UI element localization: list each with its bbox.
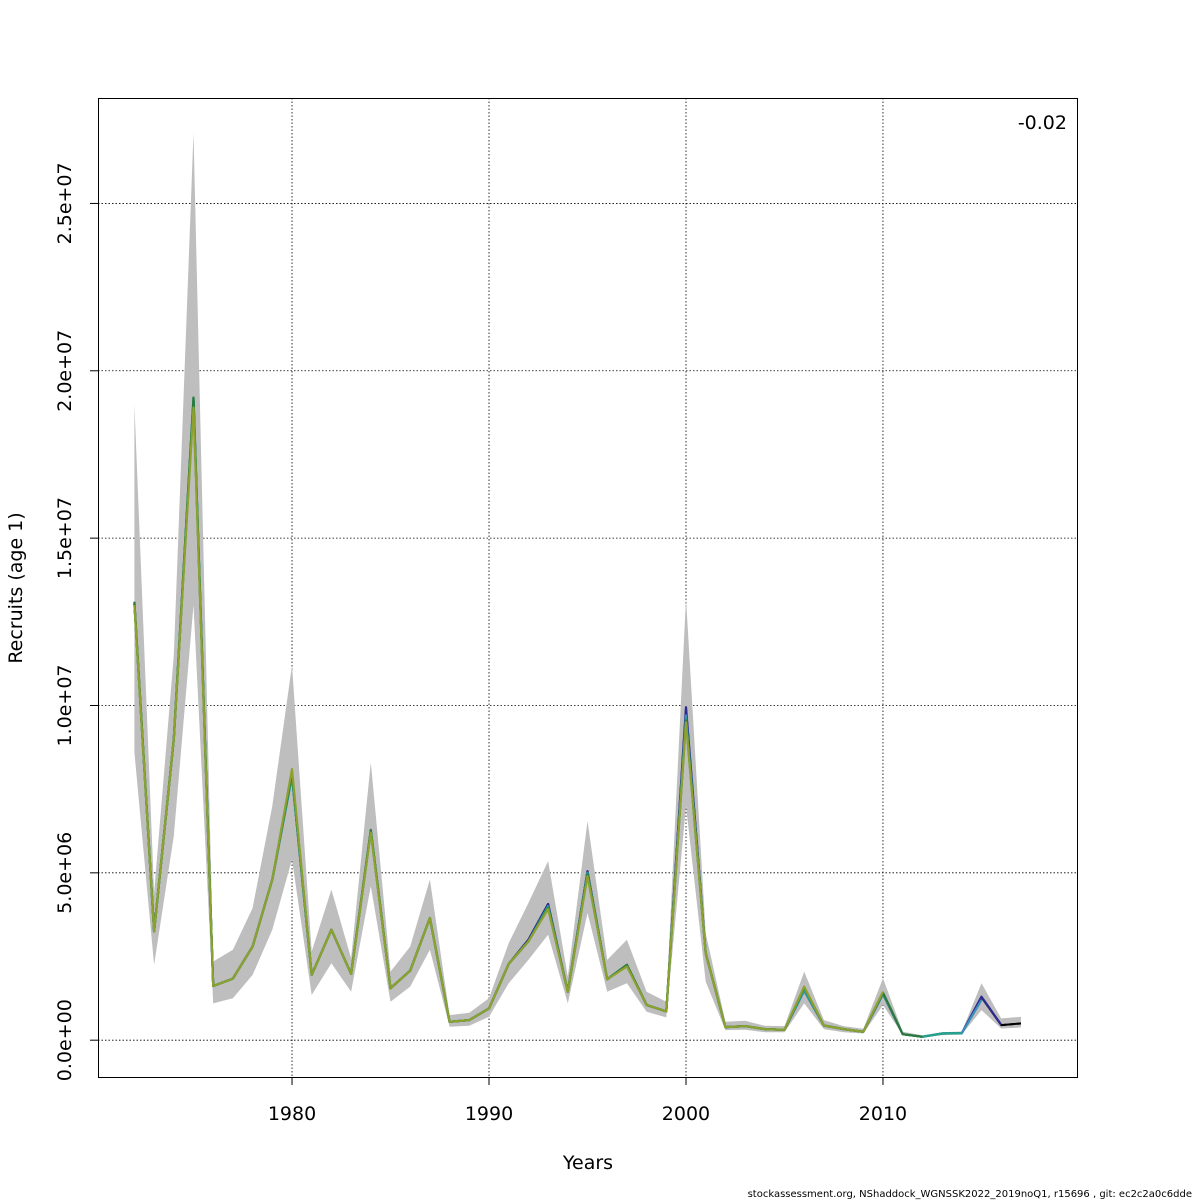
x-tick-label-2000: 2000 bbox=[662, 1103, 710, 1125]
correlation-annotation: -0.02 bbox=[1018, 112, 1067, 134]
x-axis: 1980 1990 2000 2010 bbox=[268, 1077, 907, 1125]
y-tick-label-0: 0.0e+00 bbox=[54, 999, 76, 1081]
y-tick-label-2: 1.0e+07 bbox=[54, 664, 76, 746]
series-lines-layer bbox=[133, 396, 1021, 1038]
x-axis-title: Years bbox=[562, 1152, 613, 1174]
grid-lines bbox=[98, 98, 1077, 1077]
x-tick-label-2010: 2010 bbox=[859, 1103, 907, 1125]
y-tick-label-4: 2.0e+07 bbox=[54, 330, 76, 412]
y-tick-label-3: 1.5e+07 bbox=[54, 497, 76, 579]
series-line-6 bbox=[133, 406, 884, 1033]
projection-segment bbox=[1001, 1022, 1021, 1027]
x-tick-label-1980: 1980 bbox=[268, 1103, 316, 1125]
footer-credit: stockassessment.org, NShaddock_WGNSSK202… bbox=[748, 1189, 1192, 1200]
y-tick-label-5: 2.5e+07 bbox=[54, 162, 76, 244]
y-axis: 0.0e+00 5.0e+06 1.0e+07 1.5e+07 2.0e+07 2.5e+… bbox=[54, 162, 98, 1081]
y-tick-label-1: 5.0e+06 bbox=[54, 832, 76, 914]
x-tick-label-1990: 1990 bbox=[465, 1103, 513, 1125]
y-axis-title: Recruits (age 1) bbox=[5, 512, 27, 663]
plot-frame bbox=[98, 98, 1078, 1078]
